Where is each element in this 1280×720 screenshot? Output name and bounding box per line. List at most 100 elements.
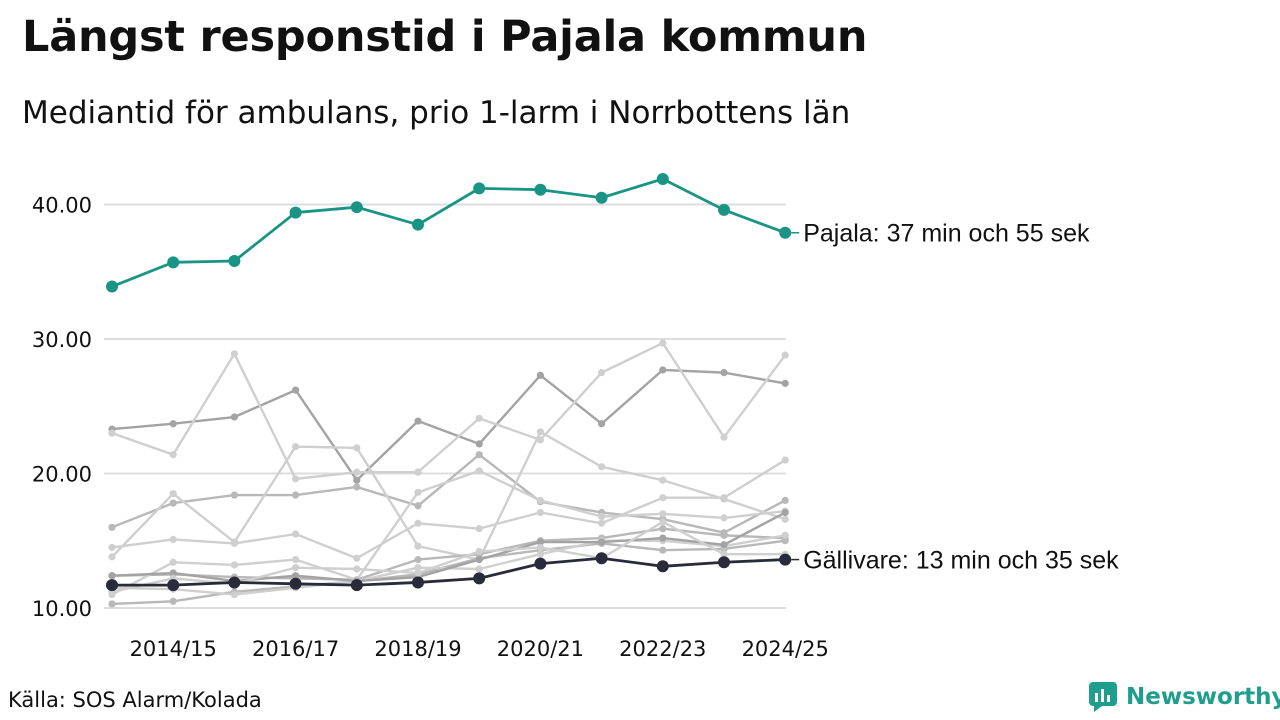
series-pajala-point (289, 206, 302, 219)
series-other-point (720, 494, 728, 502)
series-other-line (110, 341, 787, 481)
series-other-point (292, 572, 300, 580)
series-other-line (110, 469, 787, 596)
series-other-point (536, 428, 545, 436)
series-other-point (108, 572, 116, 580)
series-other-line (110, 527, 787, 581)
series-other-point (414, 488, 422, 496)
series-other-point (414, 564, 422, 572)
series-other-point (536, 371, 545, 379)
series-other-point (598, 519, 606, 527)
series-other-point (292, 443, 300, 451)
series-other-point (414, 555, 422, 564)
line-chart: 10.00 20.00 30.00 40.00 2014/15 2016/17 2018/… (32, 172, 1119, 661)
series-other-line (110, 511, 787, 583)
series-g-llivare-point (289, 577, 302, 590)
series-other-point (659, 339, 667, 347)
series-other-point (292, 530, 300, 538)
series-other-point (353, 554, 361, 562)
series-other-point (781, 456, 789, 464)
x-tick-label: 2020/21 (497, 637, 584, 661)
series-other-point (414, 542, 422, 550)
series-other-line (110, 368, 787, 482)
series-other-point (292, 386, 300, 394)
series-other-point (598, 463, 606, 471)
series-pajala-label: Pajala: 37 min och 55 sek (803, 220, 1090, 248)
series-pajala-point (718, 203, 730, 216)
series-other-point (659, 510, 667, 518)
series-other-point (536, 550, 545, 558)
source-text: Källa: SOS Alarm/Kolada (8, 688, 262, 712)
series-other-line (110, 458, 787, 560)
series-other-point (659, 525, 667, 533)
series-other-point (169, 569, 177, 577)
brand-logo: Newsworthy (1088, 681, 1280, 713)
series-other-point (169, 420, 177, 428)
series-other-point (414, 502, 422, 510)
series-other-point (475, 547, 483, 556)
x-tick-label: 2014/15 (130, 637, 217, 661)
series-other (108, 366, 789, 484)
series-other-point (659, 518, 667, 526)
series-other-point (414, 468, 422, 476)
series-other-point (414, 417, 422, 425)
series-other-point (230, 350, 238, 358)
series-other (108, 537, 789, 608)
x-tick-label: 2024/25 (742, 637, 829, 661)
y-axis-labels: 10.00 20.00 30.00 40.00 (32, 194, 92, 622)
y-tick-label: 20.00 (32, 463, 92, 487)
series-other-point (536, 543, 545, 552)
newsworthy-logo-icon (1089, 682, 1117, 712)
series-other-point (598, 538, 606, 546)
series-other-point (108, 600, 116, 608)
x-axis-labels: 2014/15 2016/17 2018/19 2020/21 2022/23 2024/… (130, 637, 829, 661)
series-pajala-point (106, 280, 118, 293)
series-pajala-point (167, 256, 180, 269)
series-labels: Pajala: 37 min och 55 sek Gällivare: 13 m… (791, 220, 1119, 575)
series-other-point (598, 420, 606, 428)
series-pajala-point (595, 191, 608, 204)
series-other-point (781, 351, 789, 359)
series-other-point (720, 369, 728, 377)
brand-name: Newsworthy (1126, 684, 1280, 710)
series-other-point (475, 440, 483, 448)
series-other-point (230, 561, 238, 569)
series-other-line (110, 430, 787, 561)
series-g-llivare-point (718, 556, 730, 569)
series-other-point (292, 555, 300, 564)
series-g-llivare-point (412, 576, 424, 589)
series-other-point (659, 546, 667, 554)
series-g-llivare (106, 552, 792, 592)
series-pajala-point (473, 182, 486, 195)
series-g-llivare-point (779, 553, 792, 566)
series-other-point (353, 483, 361, 491)
series-other-point (292, 475, 300, 483)
series-other-point (659, 476, 667, 484)
series-layer (108, 339, 789, 608)
series-other-point (169, 490, 177, 498)
series-g-llivare-point (534, 557, 547, 570)
series-other-point (720, 531, 728, 539)
x-tick-label: 2022/23 (619, 637, 706, 661)
series-other-line (110, 539, 787, 606)
x-tick-label: 2018/19 (374, 637, 461, 661)
series-other-point (598, 369, 606, 377)
series-other-point (781, 537, 789, 545)
series-g-llivare-point (167, 579, 180, 592)
series-pajala-point (350, 201, 363, 214)
series-other-point (475, 467, 483, 475)
series-other-point (475, 414, 483, 422)
series-pajala-point (534, 183, 547, 196)
series-other-point (720, 550, 728, 558)
series-other-point (475, 525, 483, 533)
series-other-point (292, 491, 300, 499)
series-other (108, 508, 789, 585)
series-other-point (230, 539, 238, 548)
y-tick-label: 40.00 (32, 194, 92, 218)
series-other-point (353, 476, 361, 484)
series-pajala-point (779, 226, 792, 239)
series-g-llivare-point (473, 572, 486, 585)
series-other-line (110, 453, 787, 534)
series-other-point (720, 433, 728, 441)
chart-title: Längst responstid i Pajala kommun (22, 12, 868, 62)
